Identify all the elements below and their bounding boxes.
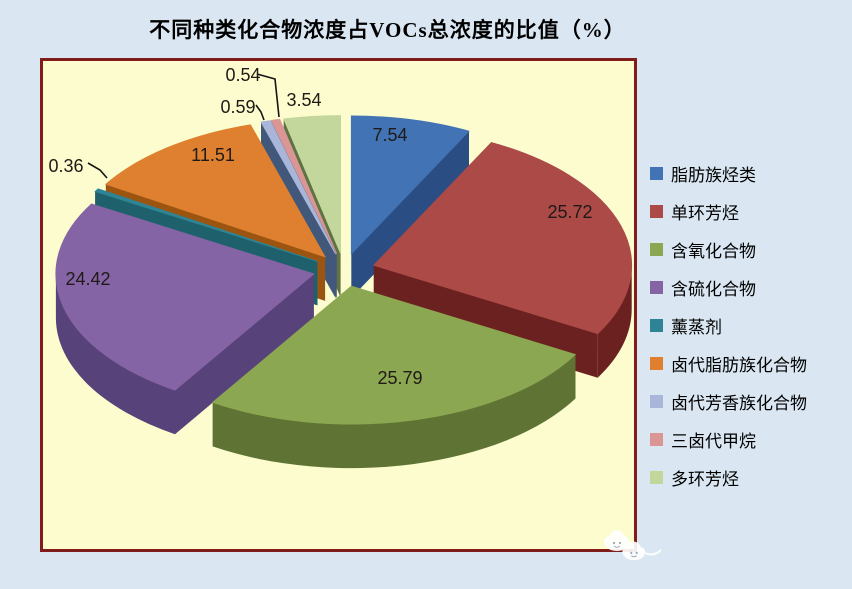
legend-swatch [650, 280, 663, 294]
legend-label: 单环芳烃 [671, 203, 739, 223]
legend-swatch [650, 242, 663, 256]
legend-item: 脂肪族烃类 [650, 154, 807, 192]
legend-swatch [650, 204, 663, 218]
watermark-clouds [604, 530, 662, 561]
pie-slice-top-face [105, 124, 326, 258]
data-label: 0.54 [225, 65, 260, 85]
pie-slice-top-face [211, 285, 577, 425]
cloud-mascot-icon [604, 530, 630, 551]
pie-slice-top-face [350, 115, 470, 255]
data-label: 3.54 [286, 90, 321, 110]
pie-slice-rim-face [55, 273, 175, 435]
legend-item: 含氧化合物 [650, 230, 807, 268]
legend-swatch [650, 470, 663, 484]
data-label: 7.54 [372, 125, 407, 145]
data-label: 11.51 [191, 145, 235, 165]
pie-slice-0 [350, 115, 470, 298]
pie-slice-top-face [260, 120, 336, 255]
pie-slice-2 [211, 285, 577, 469]
legend-item: 三卤代甲烷 [650, 420, 807, 458]
legend-item: 卤代脂肪族化合物 [650, 344, 807, 382]
data-label: 0.36 [48, 156, 83, 176]
legend: 脂肪族烃类单环芳烃含氧化合物含硫化合物薰蒸剂卤代脂肪族化合物 卤代芳香族化合物 三卤… [650, 154, 807, 496]
pie-slice-top-face [55, 203, 315, 391]
data-label: 25.79 [377, 368, 422, 388]
legend-swatch [650, 356, 663, 370]
legend-label: 薰蒸剂 [671, 317, 722, 337]
legend-label: 含硫化合物 [671, 279, 756, 299]
legend-label: 脂肪族烃类 [671, 165, 756, 185]
legend-label: 卤代脂肪族化合物 [671, 355, 807, 375]
data-label: 25.72 [547, 202, 592, 222]
legend-label: 卤代芳香族化合物 [671, 393, 807, 413]
data-label: 0.59 [220, 97, 255, 117]
legend-swatch [650, 166, 663, 180]
cloud-mascot-icon [622, 541, 646, 561]
label-leader-line [87, 162, 108, 179]
legend-item: 薰蒸剂 [650, 306, 807, 344]
legend-item: 多环芳烃 [650, 458, 807, 496]
legend-swatch [650, 432, 663, 446]
chart-title: 不同种类化合物浓度占VOCs总浓度的比值（%） [149, 18, 626, 42]
legend-label: 多环芳烃 [671, 469, 739, 489]
pie-slice-rim-face [212, 354, 576, 469]
pie-slice-rim-face [597, 265, 632, 378]
label-leader-line [255, 104, 265, 121]
legend-label: 三卤代甲烷 [671, 431, 756, 451]
pie-slice-side-face [351, 131, 469, 298]
legend-item: 含硫化合物 [650, 268, 807, 306]
data-label: 24.42 [65, 269, 110, 289]
pie-slice-side-face [175, 273, 314, 435]
legend-item: 卤代芳香族化合物 [650, 382, 807, 420]
legend-item: 单环芳烃 [650, 192, 807, 230]
label-leader-line [256, 73, 280, 118]
pie-slice-3 [55, 203, 315, 435]
legend-swatch [650, 394, 663, 408]
pie-slice-top-face [94, 188, 318, 262]
legend-label: 含氧化合物 [671, 241, 756, 261]
pie-slice-top-face [270, 118, 338, 255]
pie-slice-top-face [372, 142, 633, 335]
pie-slice-top-face [283, 115, 341, 254]
legend-swatch [650, 318, 663, 332]
